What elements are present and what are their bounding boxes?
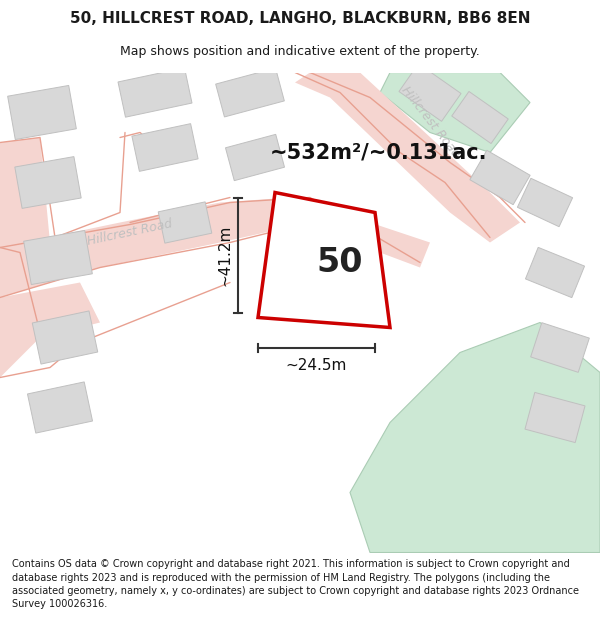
Polygon shape [32, 311, 98, 364]
Polygon shape [0, 138, 50, 252]
Polygon shape [399, 64, 461, 121]
Polygon shape [380, 72, 530, 152]
Polygon shape [158, 202, 212, 243]
Polygon shape [226, 134, 284, 181]
Polygon shape [118, 68, 192, 117]
Polygon shape [526, 248, 584, 298]
Text: 50: 50 [316, 246, 363, 279]
Polygon shape [470, 150, 530, 205]
Text: 50, HILLCREST ROAD, LANGHO, BLACKBURN, BB6 8EN: 50, HILLCREST ROAD, LANGHO, BLACKBURN, B… [70, 11, 530, 26]
Polygon shape [0, 198, 310, 298]
Polygon shape [258, 192, 390, 328]
Polygon shape [290, 198, 430, 268]
Polygon shape [530, 322, 589, 372]
Polygon shape [132, 124, 198, 171]
Polygon shape [15, 157, 81, 208]
Text: ~41.2m: ~41.2m [217, 224, 232, 286]
Text: Contains OS data © Crown copyright and database right 2021. This information is : Contains OS data © Crown copyright and d… [12, 559, 579, 609]
Polygon shape [295, 72, 520, 242]
Text: Hillcrest Road: Hillcrest Road [86, 217, 174, 248]
Polygon shape [23, 231, 92, 284]
Text: Map shows position and indicative extent of the property.: Map shows position and indicative extent… [120, 45, 480, 58]
Polygon shape [0, 282, 100, 398]
Polygon shape [350, 322, 600, 552]
Polygon shape [215, 68, 284, 117]
Polygon shape [8, 86, 76, 139]
Text: ~24.5m: ~24.5m [286, 358, 347, 373]
Text: ~532m²/~0.131ac.: ~532m²/~0.131ac. [270, 142, 487, 162]
Polygon shape [525, 392, 585, 442]
Polygon shape [517, 178, 572, 227]
Text: Hillcrest Road: Hillcrest Road [398, 84, 462, 161]
Polygon shape [28, 382, 92, 433]
Polygon shape [452, 91, 508, 144]
